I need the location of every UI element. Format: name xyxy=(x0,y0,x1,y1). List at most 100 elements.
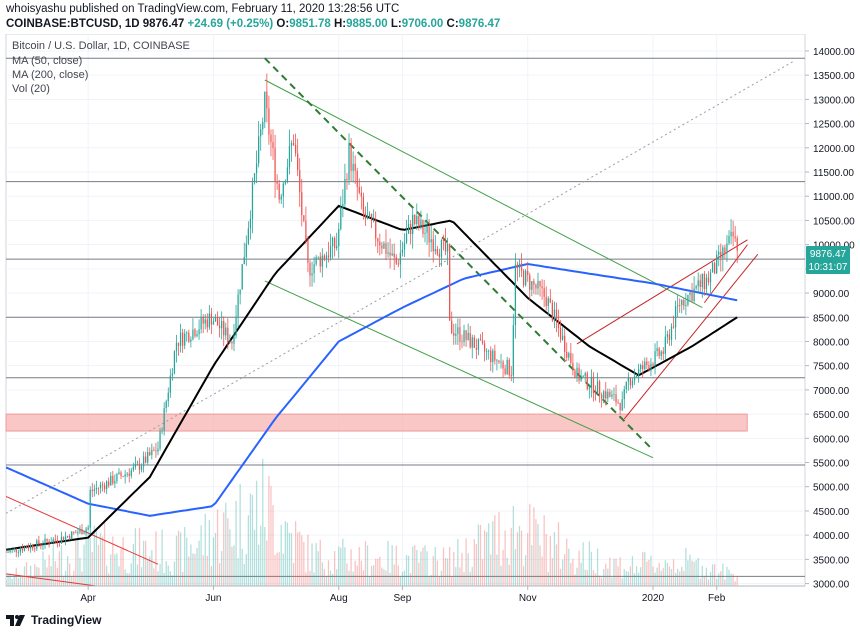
volume-bar xyxy=(414,545,416,586)
volume-bar xyxy=(598,575,601,586)
candle-body xyxy=(716,254,718,274)
volume-bar xyxy=(142,540,145,586)
candle-body xyxy=(414,215,416,225)
volume-bar xyxy=(633,573,636,586)
candle-body xyxy=(580,376,582,381)
candle-body xyxy=(198,329,200,335)
candle-body xyxy=(516,264,519,268)
candle-body xyxy=(510,375,512,377)
candle-body xyxy=(605,391,607,399)
volume-bar xyxy=(79,557,81,586)
candle-body xyxy=(329,246,332,258)
candle-body xyxy=(430,239,432,243)
volume-bar xyxy=(122,537,124,586)
candle-body xyxy=(194,329,196,337)
candle-body xyxy=(282,183,284,197)
candle-body xyxy=(387,252,389,254)
volume-bar xyxy=(383,569,385,586)
volume-bar xyxy=(110,554,112,586)
volume-bar xyxy=(147,558,149,586)
candle-body xyxy=(235,316,237,336)
volume-bar xyxy=(239,484,241,586)
volume-bar xyxy=(453,552,455,586)
y-tick-label: 5000.00 xyxy=(813,483,850,494)
volume-bar xyxy=(695,560,697,586)
volume-bar xyxy=(60,545,63,586)
candle-body xyxy=(161,430,163,432)
price-chart[interactable]: 3000.00 3500.00 4000.00 4500.00 5000.00 5500.… xyxy=(0,34,860,604)
volume-bar xyxy=(728,569,730,586)
volume-bar xyxy=(214,532,217,586)
volume-bar xyxy=(506,557,508,586)
volume-bar xyxy=(531,545,533,586)
candle-body xyxy=(225,327,227,336)
candle-body xyxy=(627,377,629,382)
volume-bar xyxy=(537,524,539,586)
candle-body xyxy=(17,552,19,553)
price-badge-bg xyxy=(806,246,850,274)
volume-bar xyxy=(576,567,578,586)
volume-bar xyxy=(477,524,480,586)
volume-bar xyxy=(574,574,576,586)
candle-body xyxy=(603,391,605,399)
candle-body xyxy=(272,142,274,149)
candle-body xyxy=(730,231,732,237)
candle-body xyxy=(64,536,67,541)
volume-bar xyxy=(212,537,215,586)
y-tick-label: 11500.00 xyxy=(813,168,854,179)
candle-body xyxy=(315,257,317,265)
volume-bar xyxy=(627,571,629,586)
candle-body xyxy=(297,153,299,171)
candle-body xyxy=(444,240,447,252)
volume-bar xyxy=(455,567,457,586)
publish-line: whoisyashu published on TradingView.com,… xyxy=(6,3,400,15)
volume-bar xyxy=(549,535,551,586)
candle-body xyxy=(370,213,373,222)
volume-bar xyxy=(71,575,73,586)
volume-bar xyxy=(444,558,447,586)
candle-body xyxy=(305,220,307,240)
volume-bar xyxy=(664,560,666,586)
volume-bar xyxy=(116,553,118,586)
volume-bar xyxy=(703,575,705,586)
candle-body xyxy=(426,226,428,233)
candle-body xyxy=(418,215,420,228)
candle-body xyxy=(465,330,467,340)
candle-body xyxy=(299,170,301,193)
volume-bar xyxy=(196,548,198,586)
candle-body xyxy=(537,280,539,289)
volume-bar xyxy=(235,500,237,586)
volume-bar xyxy=(190,544,192,586)
candle-body xyxy=(498,360,500,363)
candle-body xyxy=(99,484,102,489)
high-label: H: xyxy=(333,18,347,30)
candle-body xyxy=(348,143,350,180)
volume-bar xyxy=(202,555,204,586)
volume-bar xyxy=(644,551,646,586)
tradingview-logo[interactable]: TradingView xyxy=(6,613,101,627)
candle-body xyxy=(327,255,330,258)
volume-bar xyxy=(722,563,724,586)
candle-body xyxy=(549,298,551,303)
trendline-channel-middle xyxy=(703,244,748,304)
candle-body xyxy=(165,401,167,409)
volume-bar xyxy=(648,559,650,586)
volume-bar xyxy=(54,561,56,586)
volume-bar xyxy=(165,561,167,586)
candle-body xyxy=(270,134,272,143)
x-tick-label: Sep xyxy=(394,593,412,604)
volume-bar xyxy=(286,522,289,586)
y-tick-label: 9000.00 xyxy=(813,289,850,300)
candle-body xyxy=(637,369,640,377)
candle-body xyxy=(713,262,716,274)
volume-bar xyxy=(218,563,221,586)
candle-body xyxy=(52,539,54,543)
volume-bar xyxy=(373,565,375,586)
y-tick-label: 12000.00 xyxy=(813,144,855,155)
volume-bar xyxy=(527,533,529,586)
candle-body xyxy=(151,449,153,456)
volume-bar xyxy=(274,554,276,586)
volume-bar xyxy=(568,548,570,586)
candle-body xyxy=(108,481,110,486)
candle-body xyxy=(50,542,52,544)
